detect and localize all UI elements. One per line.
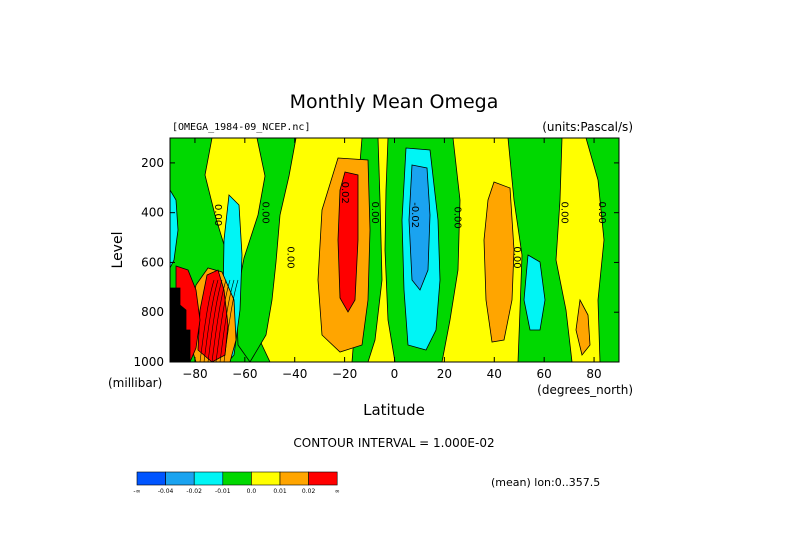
- contour-interval-label: CONTOUR INTERVAL = 1.000E-02: [293, 436, 494, 450]
- y-tick-label: 600: [141, 255, 164, 269]
- legend-swatch: [165, 471, 195, 486]
- contour-label: 0.00: [451, 207, 462, 229]
- contour-label: -0.02: [409, 202, 420, 228]
- x-tick-label: −80: [182, 367, 207, 381]
- cyan-cell-50n: [523, 254, 546, 331]
- contour-label: 0.00: [511, 246, 522, 268]
- missing-terrain: [170, 287, 191, 362]
- legend-label: -0.01: [215, 488, 231, 495]
- x-tick-label: 60: [537, 367, 552, 381]
- y-tick-label: 800: [141, 305, 164, 319]
- x-tick-label: 40: [487, 367, 502, 381]
- x-tick-label: 20: [437, 367, 452, 381]
- y-axis-ticks: 200 400 600 800 1000: [133, 156, 619, 369]
- color-legend: -∞ -0.04 -0.02 -0.01 0.0 0.01 0.02 ∞: [133, 471, 340, 495]
- contour-label: 0.02: [339, 182, 350, 204]
- y-tick-label: 400: [141, 206, 164, 220]
- red-cell-20s: [337, 171, 359, 313]
- dense-contour-line: [219, 279, 235, 362]
- orange-cell-40n: [483, 181, 515, 343]
- plot-area: [170, 138, 619, 362]
- x-tick-label: 0: [391, 367, 399, 381]
- y-axis-label: Level: [110, 232, 126, 269]
- dense-contour-line: [199, 279, 215, 362]
- dense-contour-line: [215, 279, 231, 362]
- contour-label: 0.00: [284, 246, 295, 268]
- legend-swatch: [193, 471, 224, 486]
- y-axis-unit: (millibar): [108, 376, 162, 390]
- legend-label: -0.04: [158, 488, 174, 495]
- dense-contour-line: [223, 279, 239, 362]
- x-tick-label: −20: [332, 367, 357, 381]
- legend-label: 0.0: [247, 488, 257, 495]
- legend-swatch: [279, 471, 309, 486]
- dense-contour-line: [211, 279, 227, 362]
- contour-labels: 0.00 0.00 0.00 0.02 0.00 -0.02 0.00 0.00 0.00 0.0…: [212, 182, 607, 269]
- legend-label: ∞: [335, 488, 340, 495]
- x-axis-ticks: −80 −60 −40 −20 0 20 40 60 80: [182, 138, 602, 381]
- contour-label: 0.00: [596, 202, 607, 224]
- x-axis-label: Latitude: [363, 401, 425, 419]
- legend-label: -∞: [133, 488, 140, 495]
- legend-label: -0.02: [186, 488, 202, 495]
- legend-swatch: [251, 471, 281, 486]
- legend-swatch: [136, 471, 166, 486]
- x-tick-label: −60: [232, 367, 257, 381]
- chart-title: Monthly Mean Omega: [290, 91, 499, 113]
- chart-subtitle-file: [OMEGA_1984-09_NCEP.nc]: [172, 122, 310, 133]
- green-band-40s: [235, 138, 297, 362]
- x-tick-label: −40: [282, 367, 307, 381]
- contour-label: 0.00: [212, 204, 223, 226]
- orange-cell-85n: [575, 298, 591, 356]
- contour-label: 0.00: [259, 202, 270, 224]
- y-tick-label: 200: [141, 156, 164, 170]
- mean-lon-label: (mean) lon:0..357.5: [491, 476, 600, 489]
- contour-label: 0.00: [369, 202, 380, 224]
- legend-label: 0.02: [302, 488, 316, 495]
- dense-contour-line: [203, 279, 219, 362]
- green-band-50n: [507, 138, 573, 362]
- chart-subtitle-units: (units:Pascal/s): [542, 120, 633, 134]
- y-tick-label: 1000: [133, 355, 164, 369]
- contour-label: 0.00: [559, 202, 570, 224]
- legend-swatch: [308, 471, 338, 486]
- legend-label: 0.01: [273, 488, 287, 495]
- blue-cell-eq: [408, 164, 431, 291]
- x-axis-unit: (degrees_north): [537, 383, 633, 397]
- dense-contour-line: [207, 279, 223, 362]
- cyan-cell-80s: [170, 189, 179, 269]
- x-tick-label: 80: [586, 367, 601, 381]
- legend-swatch: [222, 471, 252, 486]
- green-band-80n: [585, 138, 619, 362]
